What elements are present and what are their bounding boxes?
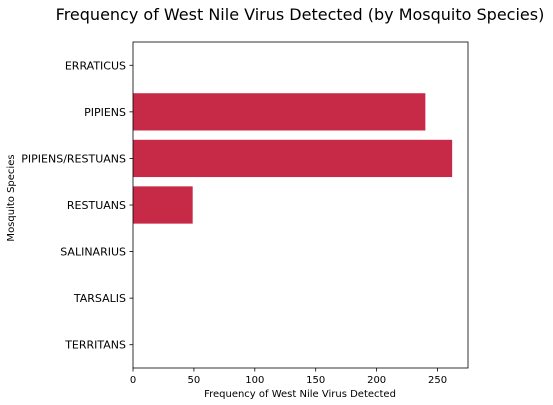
y-tick-label-territans: TERRITANS	[64, 339, 126, 352]
x-tick-label-0: 0	[130, 375, 136, 386]
y-tick-label-pipiens-restuans: PIPIENS/RESTUANS	[21, 152, 126, 165]
bar-pipiens-restuans	[133, 139, 453, 178]
y-tick-label-pipiens: PIPIENS	[84, 106, 126, 119]
x-tick-label-100: 100	[245, 375, 264, 386]
bars-group	[133, 93, 453, 224]
x-tick-label-250: 250	[428, 375, 447, 386]
y-axis-label: Mosquito Species	[6, 154, 17, 241]
y-tick-label-restuans: RESTUANS	[67, 199, 126, 212]
x-tick-label-150: 150	[306, 375, 325, 386]
y-tick-label-erraticus: ERRATICUS	[65, 59, 126, 72]
chart-title: Frequency of West Nile Virus Detected (b…	[56, 5, 545, 24]
bar-pipiens	[133, 93, 426, 131]
x-tick-label-200: 200	[367, 375, 386, 386]
x-axis-ticks: 0 50 100 150 200 250	[130, 368, 447, 386]
bar-restuans	[133, 186, 193, 224]
x-tick-label-50: 50	[188, 375, 201, 386]
y-tick-label-tarsalis: TARSALIS	[73, 292, 126, 305]
y-tick-label-salinarius: SALINARIUS	[60, 246, 126, 259]
x-axis-label: Frequency of West Nile Virus Detected	[204, 389, 396, 400]
y-axis-ticks: ERRATICUS PIPIENS PIPIENS/RESTUANS RESTUANS…	[21, 59, 133, 352]
